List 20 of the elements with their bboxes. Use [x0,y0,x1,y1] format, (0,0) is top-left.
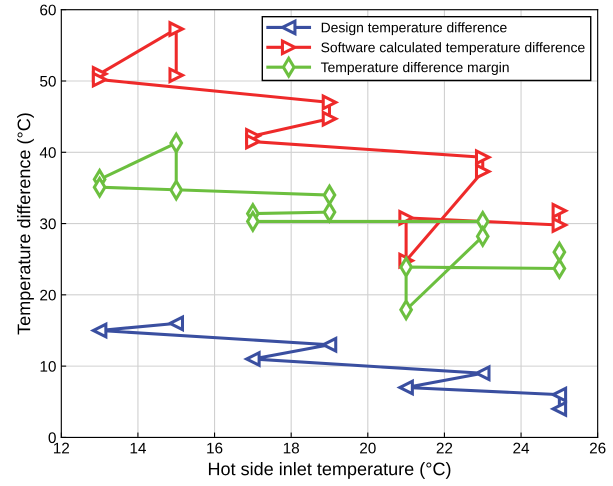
x-axis-title: Hot side inlet temperature (°C) [208,462,450,479]
x-tick-label: 18 [284,442,300,454]
y-axis-title: Temperature difference (°C) [17,113,34,334]
y-tick-label: 10 [40,360,56,372]
y-tick-label: 60 [40,4,56,16]
x-tick-label: 26 [590,442,606,454]
y-tick-label: 30 [40,218,56,230]
x-tick-label: 14 [130,442,146,454]
y-tick-label: 40 [40,147,56,158]
legend-label: Software calculated temperature difference [321,42,585,56]
x-tick-label: 20 [360,442,376,454]
x-tick-label: 12 [54,442,70,454]
legend-label: Design temperature difference [322,22,507,36]
x-tick-label: 24 [513,442,530,454]
x-tick-label: 22 [436,442,452,454]
y-tick-label: 0 [48,432,56,444]
x-tick-label: 16 [207,442,222,454]
legend-label: Temperature difference margin [320,62,509,75]
y-tick-label: 50 [40,76,56,87]
y-tick-label: 20 [40,290,56,301]
